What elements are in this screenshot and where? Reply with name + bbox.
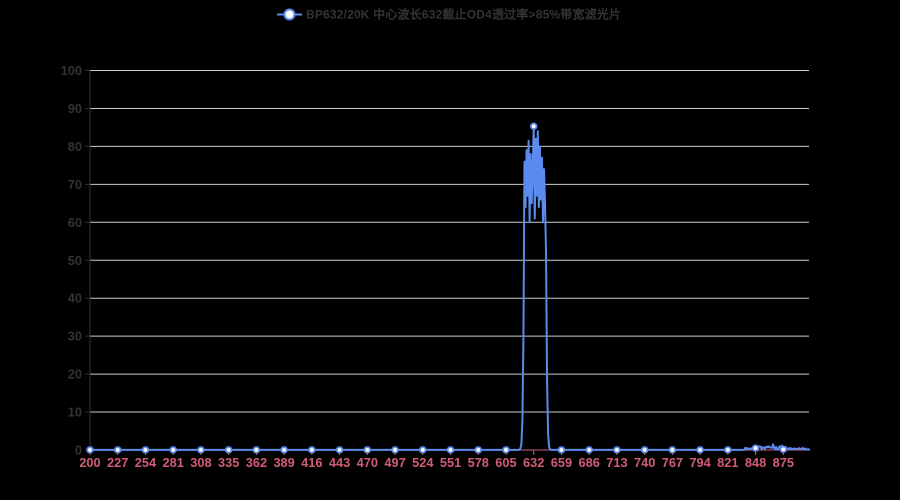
svg-text:659: 659	[551, 455, 572, 470]
svg-text:848: 848	[745, 455, 766, 470]
svg-text:470: 470	[357, 455, 378, 470]
svg-text:308: 308	[190, 455, 211, 470]
svg-text:227: 227	[107, 455, 128, 470]
svg-text:443: 443	[329, 455, 350, 470]
svg-text:794: 794	[689, 455, 711, 470]
svg-text:875: 875	[773, 455, 794, 470]
svg-text:821: 821	[717, 455, 738, 470]
svg-text:416: 416	[301, 455, 322, 470]
svg-text:551: 551	[440, 455, 461, 470]
svg-text:686: 686	[579, 455, 600, 470]
svg-text:578: 578	[468, 455, 489, 470]
svg-text:100: 100	[61, 63, 82, 78]
svg-text:70: 70	[68, 177, 82, 192]
svg-text:200: 200	[79, 455, 100, 470]
svg-text:BP632/20K 中心波长632截止OD4透过率>85%带: BP632/20K 中心波长632截止OD4透过率>85%带宽滤光片	[306, 7, 621, 22]
svg-text:524: 524	[412, 455, 434, 470]
svg-text:80: 80	[68, 139, 82, 154]
svg-text:740: 740	[634, 455, 655, 470]
svg-text:40: 40	[68, 291, 82, 306]
svg-text:254: 254	[135, 455, 157, 470]
svg-text:389: 389	[273, 455, 294, 470]
svg-text:20: 20	[68, 367, 82, 382]
svg-text:90: 90	[68, 101, 82, 116]
svg-text:335: 335	[218, 455, 239, 470]
svg-text:60: 60	[68, 215, 82, 230]
svg-text:0: 0	[75, 443, 82, 458]
svg-text:30: 30	[68, 329, 82, 344]
svg-text:50: 50	[68, 253, 82, 268]
svg-text:605: 605	[495, 455, 516, 470]
svg-text:497: 497	[384, 455, 405, 470]
svg-text:10: 10	[68, 405, 82, 420]
svg-text:632: 632	[523, 455, 544, 470]
svg-text:713: 713	[606, 455, 627, 470]
svg-text:362: 362	[246, 455, 267, 470]
svg-text:281: 281	[163, 455, 184, 470]
svg-text:767: 767	[662, 455, 683, 470]
